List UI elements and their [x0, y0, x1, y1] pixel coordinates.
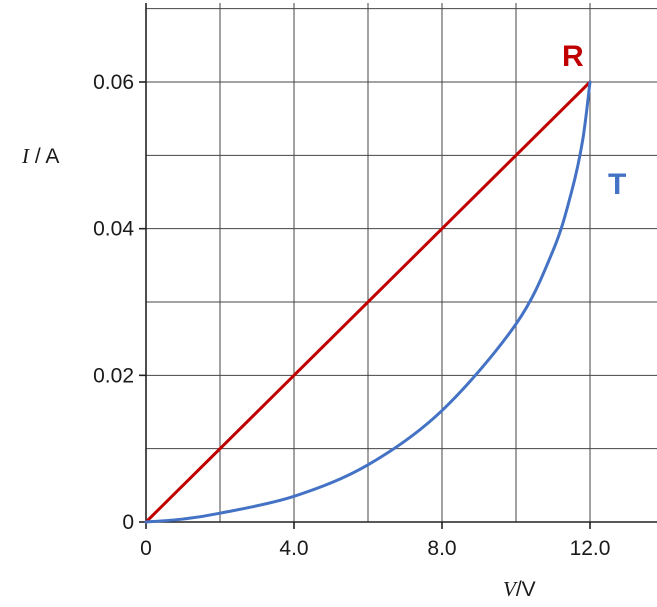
- x-tick-label: 8.0: [427, 537, 456, 560]
- x-tick-label: 0: [140, 537, 152, 560]
- series: RT: [144, 40, 626, 524]
- y-tick-label: 0.06: [93, 71, 134, 94]
- x-axis-separator: /: [516, 578, 522, 601]
- x-tick-label: 12.0: [570, 537, 611, 560]
- y-axis-separator: /: [29, 145, 45, 168]
- series-line-r: [144, 80, 592, 524]
- series-label-t: T: [608, 168, 626, 201]
- y-axis-unit: A: [45, 145, 59, 168]
- y-axis-label: I / A: [21, 144, 59, 168]
- y-axis-symbol: I: [21, 144, 30, 168]
- x-tick-label: 4.0: [279, 537, 308, 560]
- series-label-r: R: [562, 40, 584, 73]
- series-line-t: [144, 80, 592, 524]
- x-axis-unit: V: [522, 578, 536, 601]
- y-tick-label: 0.02: [93, 364, 134, 387]
- y-tick-label: 0: [122, 511, 134, 534]
- tick-labels: 0 4.0 8.0 12.0 0 0.02 0.04 0.06: [93, 71, 610, 560]
- x-axis-label: V/V: [503, 577, 536, 601]
- axes: [139, 3, 657, 529]
- y-tick-label: 0.04: [93, 218, 134, 241]
- x-axis-symbol: V: [503, 577, 518, 601]
